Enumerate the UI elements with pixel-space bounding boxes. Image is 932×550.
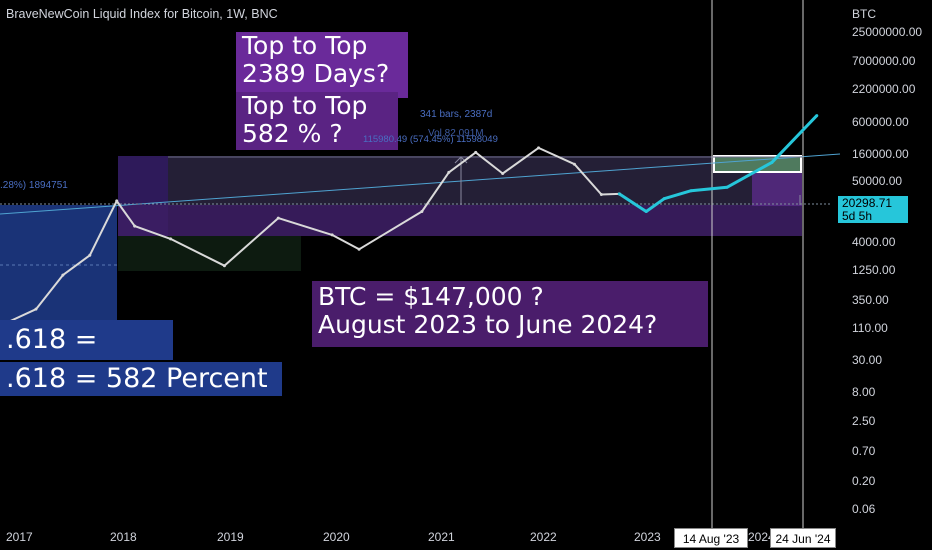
price-data-point [357,247,361,251]
y-tick-label: 110.00 [852,321,888,335]
price-data-point [474,150,478,154]
x-tick-label: 2023 [634,530,661,544]
price-data-point [88,253,92,257]
annotation-top-to-top-days[interactable]: Top to Top 2389 Days? [236,32,408,98]
current-price-tag: 20298.71 5d 5h [838,196,908,223]
fib-range-box [0,205,117,320]
y-tick-label: 2.50 [852,414,876,428]
price-data-point [501,172,505,176]
date-marker-jun-2024[interactable]: 24 Jun '24 [770,528,836,548]
y-tick-label: 30.00 [852,353,883,367]
annotation-prediction[interactable]: BTC = $147,000 ? August 2023 to June 202… [312,281,708,347]
price-data-point [169,237,173,241]
price-change-label: 115980.49 (574.45%) 11598049 [363,134,498,145]
y-tick-label: 7000000.00 [852,54,916,68]
price-data-point [447,170,451,174]
projection-data-point [617,192,621,196]
x-tick-label: 2019 [217,530,244,544]
price-data-point [115,199,119,203]
y-tick-label: 8.00 [852,385,876,399]
y-tick-label: 160000.00 [852,147,909,161]
price-data-point [572,162,576,166]
currency-label: BTC [852,7,876,21]
price-data-point [330,233,334,237]
projection-data-point [644,210,648,214]
price-data-point [420,210,424,214]
price-data-point [537,146,541,150]
price-data-point [222,264,226,268]
annotation-top-to-top-percent[interactable]: Top to Top 582 % ? [236,92,398,150]
y-tick-label: 0.06 [852,502,876,516]
projection-data-point [662,197,666,201]
y-tick-label: 25000000.00 [852,25,923,39]
price-data-point [276,216,280,220]
annotation-line: 582 % ? [242,118,343,148]
projection-data-point [770,160,774,164]
projection-data-point [815,114,819,118]
annotation-line: 2389 Days? [242,58,390,88]
x-tick-label: 2022 [530,530,557,544]
price-data-point [34,307,38,311]
y-tick-label: 600000.00 [852,115,909,129]
target-zone-purple [752,172,802,206]
price-data-point [599,193,603,196]
y-tick-label: 2200000.00 [852,82,916,96]
chart-title: BraveNewCoin Liquid Index for Bitcoin, 1… [6,7,278,21]
range-stats-label: 341 bars, 2387d [420,109,493,120]
range-box-green [118,236,301,271]
annotation-line: Top to Top [242,91,368,120]
x-tick-label: 2024 [748,530,775,544]
annotation-line: BTC = $147,000 ? [318,282,544,311]
projection-data-point [725,185,729,189]
x-tick-label: 2021 [428,530,455,544]
range-box-bottom [118,205,802,236]
current-price: 20298.71 [842,196,893,210]
y-tick-label: 0.20 [852,474,876,488]
annotation-fib-percent[interactable]: .618 = 582 Percent [0,362,282,396]
left-stats-label: .28%) 1894751 [0,180,68,191]
x-tick-label: 2017 [6,530,33,544]
annotation-line: August 2023 to June 2024? [318,309,658,339]
bar-countdown: 5d 5h [842,209,873,223]
y-tick-label: 50000.00 [852,174,903,188]
date-marker-aug-2023[interactable]: 14 Aug '23 [674,528,748,548]
annotation-line: Top to Top [242,31,368,60]
x-tick-label: 2020 [323,530,350,544]
y-tick-label: 350.00 [852,293,889,307]
projection-data-point [689,189,693,193]
volume-stats-label: Vol 82.091M [428,128,484,139]
price-data-point [61,273,65,277]
price-data-point [133,224,137,228]
y-tick-label: 1250.00 [852,263,896,277]
x-tick-label: 2018 [110,530,137,544]
annotation-fib-days[interactable]: .618 = 2389 [0,320,173,395]
y-tick-label: 0.70 [852,444,876,458]
y-tick-label: 4000.00 [852,235,896,249]
